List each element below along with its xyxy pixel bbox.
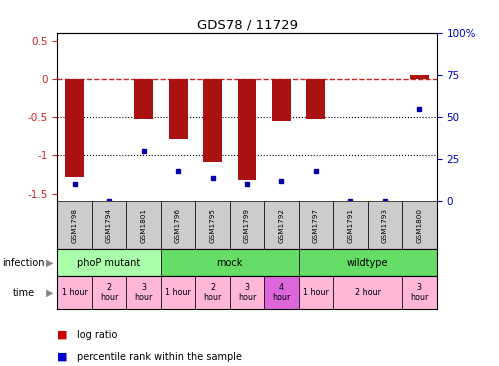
Bar <box>169 79 188 139</box>
Bar <box>161 201 195 249</box>
Text: GSM1801: GSM1801 <box>141 208 147 243</box>
Bar <box>195 276 230 309</box>
Text: GSM1798: GSM1798 <box>72 208 78 243</box>
Bar <box>57 201 92 249</box>
Text: ■: ■ <box>57 330 68 340</box>
Text: wildtype: wildtype <box>347 258 388 268</box>
Text: 3
hour: 3 hour <box>134 283 153 303</box>
Text: GSM1796: GSM1796 <box>175 208 181 243</box>
Text: infection: infection <box>2 258 45 268</box>
Bar <box>368 201 402 249</box>
Text: phoP mutant: phoP mutant <box>77 258 141 268</box>
Bar <box>230 276 264 309</box>
Text: 1 hour: 1 hour <box>165 288 191 297</box>
Bar <box>333 201 368 249</box>
Text: GSM1799: GSM1799 <box>244 208 250 243</box>
Text: 3
hour: 3 hour <box>410 283 429 303</box>
Bar <box>126 201 161 249</box>
Text: log ratio: log ratio <box>77 330 118 340</box>
Bar <box>264 201 299 249</box>
Bar <box>134 79 153 119</box>
Text: percentile rank within the sample: percentile rank within the sample <box>77 352 243 362</box>
Text: ■: ■ <box>57 352 68 362</box>
Bar <box>402 201 437 249</box>
Title: GDS78 / 11729: GDS78 / 11729 <box>197 19 297 32</box>
Text: 2
hour: 2 hour <box>203 283 222 303</box>
Bar <box>92 276 126 309</box>
Text: 4
hour: 4 hour <box>272 283 291 303</box>
Bar <box>57 249 161 276</box>
Text: 1 hour: 1 hour <box>62 288 87 297</box>
Text: 1 hour: 1 hour <box>303 288 329 297</box>
Bar <box>306 79 325 119</box>
Text: ▶: ▶ <box>46 258 54 268</box>
Bar <box>299 201 333 249</box>
Text: GSM1793: GSM1793 <box>382 208 388 243</box>
Bar <box>238 79 256 180</box>
Bar <box>161 276 195 309</box>
Text: 2
hour: 2 hour <box>100 283 118 303</box>
Text: 3
hour: 3 hour <box>238 283 256 303</box>
Bar <box>333 276 402 309</box>
Bar <box>57 276 92 309</box>
Bar <box>65 79 84 177</box>
Bar <box>126 276 161 309</box>
Bar <box>230 201 264 249</box>
Text: GSM1792: GSM1792 <box>278 208 284 243</box>
Bar <box>195 201 230 249</box>
Text: GSM1794: GSM1794 <box>106 208 112 243</box>
Bar <box>161 249 299 276</box>
Text: GSM1800: GSM1800 <box>416 208 422 243</box>
Text: GSM1797: GSM1797 <box>313 208 319 243</box>
Text: 2 hour: 2 hour <box>355 288 381 297</box>
Bar <box>299 276 333 309</box>
Bar <box>272 79 291 121</box>
Bar <box>402 276 437 309</box>
Bar <box>203 79 222 161</box>
Bar <box>264 276 299 309</box>
Bar <box>92 201 126 249</box>
Text: GSM1795: GSM1795 <box>210 208 216 243</box>
Bar <box>410 75 429 79</box>
Text: GSM1791: GSM1791 <box>347 208 353 243</box>
Text: ▶: ▶ <box>46 288 54 298</box>
Text: time: time <box>12 288 34 298</box>
Bar <box>299 249 437 276</box>
Text: mock: mock <box>217 258 243 268</box>
